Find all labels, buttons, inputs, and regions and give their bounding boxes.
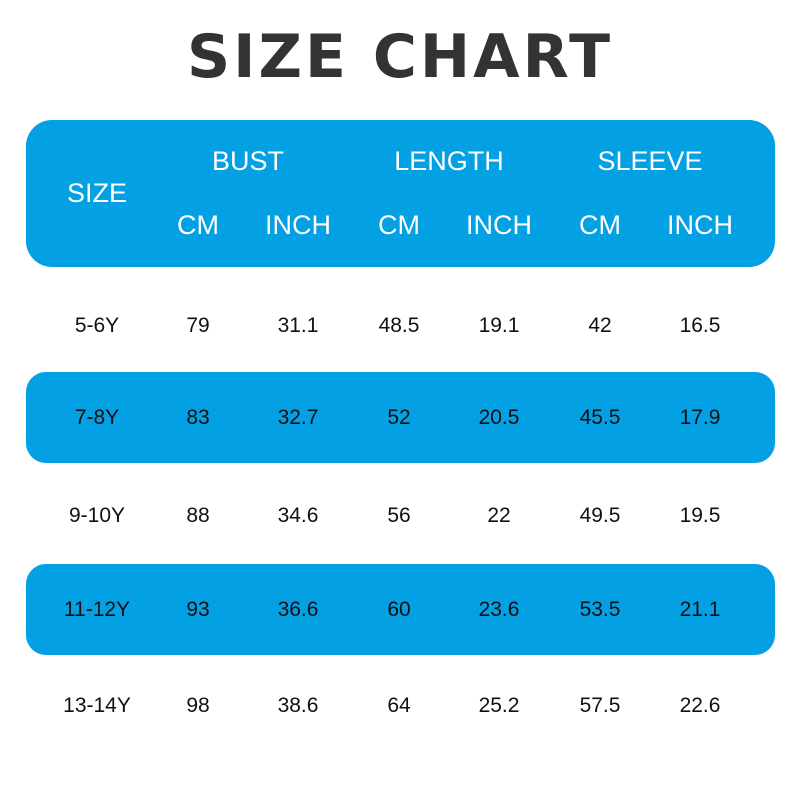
table-row: 13-14Y 98 38.6 64 25.2 57.5 22.6: [26, 660, 775, 751]
value-cell: 64: [387, 694, 411, 717]
header-unit: CM: [177, 210, 219, 240]
table-header: SIZE BUST LENGTH SLEEVE CM INCH CM INCH …: [26, 120, 775, 267]
header-unit: INCH: [667, 210, 733, 240]
value-cell: 48.5: [378, 314, 420, 337]
value-cell: 79: [186, 314, 210, 337]
value-cell: 31.1: [277, 314, 319, 337]
value-cell: 25.2: [478, 694, 520, 717]
value-cell: 57.5: [579, 694, 621, 717]
value-cell: 22.6: [679, 694, 721, 717]
value-cell: 36.6: [277, 598, 319, 621]
page-title: SIZE CHART: [186, 22, 614, 92]
value-cell: 19.1: [478, 314, 520, 337]
size-cell: 11-12Y: [63, 598, 131, 621]
value-cell: 98: [186, 694, 210, 717]
table-row: 7-8Y 83 32.7 52 20.5 45.5 17.9: [26, 372, 775, 463]
value-cell: 23.6: [478, 598, 520, 621]
table-row: 9-10Y 88 34.6 56 22 49.5 19.5: [26, 470, 775, 561]
header-bust: BUST: [211, 146, 284, 176]
header-unit: INCH: [466, 210, 532, 240]
value-cell: 38.6: [277, 694, 319, 717]
value-cell: 34.6: [277, 504, 319, 527]
value-cell: 17.9: [679, 406, 721, 429]
value-cell: 16.5: [679, 314, 721, 337]
header-unit: CM: [378, 210, 420, 240]
size-cell: 13-14Y: [63, 694, 131, 717]
value-cell: 32.7: [277, 406, 319, 429]
header-sleeve: SLEEVE: [597, 146, 703, 176]
value-cell: 19.5: [679, 504, 721, 527]
value-cell: 21.1: [679, 598, 721, 621]
value-cell: 53.5: [579, 598, 621, 621]
table-row: 11-12Y 93 36.6 60 23.6 53.5 21.1: [26, 564, 775, 655]
value-cell: 56: [387, 504, 411, 527]
value-cell: 22: [487, 504, 511, 527]
value-cell: 42: [588, 314, 612, 337]
header-unit: CM: [579, 210, 621, 240]
size-cell: 7-8Y: [74, 406, 120, 429]
header-length: LENGTH: [394, 146, 504, 176]
table-row: 5-6Y 79 31.1 48.5 19.1 42 16.5: [26, 280, 775, 371]
size-cell: 9-10Y: [68, 504, 126, 527]
header-unit: INCH: [265, 210, 331, 240]
value-cell: 60: [387, 598, 411, 621]
value-cell: 93: [186, 598, 210, 621]
value-cell: 88: [186, 504, 210, 527]
value-cell: 83: [186, 406, 210, 429]
value-cell: 52: [387, 406, 411, 429]
header-size: SIZE: [66, 178, 127, 208]
value-cell: 49.5: [579, 504, 621, 527]
value-cell: 20.5: [478, 406, 520, 429]
size-cell: 5-6Y: [74, 314, 120, 337]
value-cell: 45.5: [579, 406, 621, 429]
